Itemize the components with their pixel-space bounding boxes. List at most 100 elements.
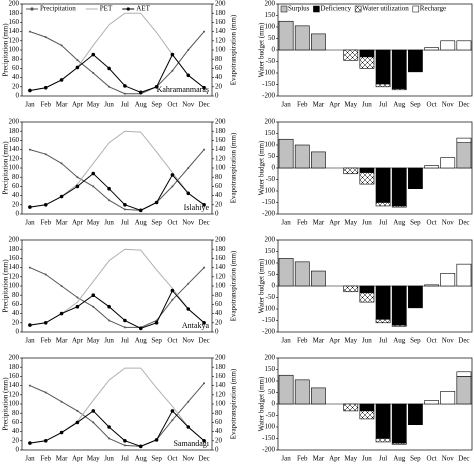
point: [170, 288, 175, 293]
x-tick-label: Oct: [167, 455, 177, 463]
y2-tick-label: 180: [215, 245, 226, 253]
point: [187, 167, 190, 169]
y2-axis-label: Evapotranspiration (mm): [230, 14, 238, 85]
y2-tick-label: 200: [215, 354, 226, 362]
series-line: [29, 410, 205, 447]
y-tick-label: 40: [12, 309, 20, 317]
legend-marker: [126, 7, 130, 11]
y-tick-label: 120: [9, 390, 20, 398]
point: [202, 439, 206, 443]
bar: [343, 403, 359, 412]
point: [75, 65, 80, 70]
series-line: [29, 289, 205, 329]
y-tick-label: 200: [9, 118, 20, 126]
point: [92, 421, 95, 424]
x-tick-label: Feb: [41, 455, 52, 463]
point: [28, 384, 31, 387]
y-tick-label: 20: [12, 200, 20, 208]
bar: [456, 142, 472, 169]
x-tick-label: Oct: [427, 219, 437, 227]
y2-tick-label: 0: [215, 328, 219, 336]
x-tick-label: May: [344, 337, 357, 345]
bar: [375, 319, 391, 324]
point: [108, 319, 111, 322]
y2-tick-label: 200: [215, 236, 226, 244]
point: [123, 318, 127, 323]
bar: [375, 285, 391, 320]
x-tick-label: Jun: [104, 455, 114, 463]
point: [92, 72, 95, 74]
y-tick-label: 60: [12, 418, 20, 426]
plot-frame: [21, 121, 213, 215]
y-axis-label: Water budget (mm): [258, 258, 266, 313]
station-name: Antakya: [182, 321, 210, 330]
x-tick-label: Oct: [427, 455, 437, 463]
bar: [359, 285, 375, 294]
point: [170, 409, 175, 413]
x-tick-label: Feb: [297, 101, 308, 109]
x-tick-label: Mar: [56, 101, 68, 109]
y-axis-label: Precipitation (mm): [2, 259, 10, 313]
y-tick-label: 160: [9, 136, 20, 144]
y2-tick-label: 40: [215, 427, 223, 435]
point: [43, 439, 48, 443]
x-tick-label: Feb: [297, 337, 308, 345]
y2-axis-label: Evapotranspiration (mm): [230, 368, 238, 439]
x-tick-label: Jun: [104, 337, 114, 345]
point: [107, 304, 111, 309]
y2-tick-label: 160: [215, 372, 226, 380]
bar: [359, 56, 375, 69]
point: [43, 203, 48, 207]
plot-frame: [21, 357, 213, 451]
y2-tick-label: 140: [215, 381, 226, 389]
bar: [375, 83, 391, 88]
y2-tick-label: 60: [215, 300, 223, 308]
y-tick-label: 180: [9, 363, 20, 371]
x-tick-label: Aug: [135, 455, 148, 463]
station-name: Kahramanmaraş: [157, 85, 209, 94]
x-tick-label: Apr: [329, 219, 341, 227]
point: [154, 200, 159, 205]
bar: [311, 270, 326, 287]
point: [59, 430, 64, 435]
y-tick-label: 50: [268, 270, 276, 278]
y-tick-label: 80: [12, 173, 20, 181]
bar: [294, 379, 310, 405]
y2-tick-label: 20: [215, 318, 223, 326]
point: [107, 425, 111, 429]
legend-label: Deficiency: [320, 5, 351, 13]
x-tick-label: Jun: [104, 101, 114, 109]
y2-tick-label: 100: [215, 46, 226, 54]
y-axis-label: Water budget (mm): [258, 376, 266, 431]
bar: [375, 167, 391, 203]
point: [123, 444, 126, 447]
y2-tick-label: 200: [215, 0, 226, 8]
y-tick-label: 120: [9, 36, 20, 44]
bar: [375, 49, 391, 85]
y-tick-label: -200: [262, 446, 275, 454]
bar: [359, 172, 375, 185]
x-tick-label: Jan: [25, 219, 35, 227]
y2-tick-label: 160: [215, 18, 226, 26]
x-tick-label: Dec: [458, 101, 469, 109]
point: [91, 409, 96, 413]
y2-tick-label: 20: [215, 200, 223, 208]
bar: [359, 167, 375, 173]
x-tick-label: Jan: [281, 101, 291, 109]
y-tick-label: 0: [16, 210, 20, 218]
y-tick-label: -50: [266, 175, 276, 183]
y-tick-label: 150: [265, 247, 276, 255]
bar: [278, 20, 294, 51]
series-line: [29, 130, 205, 208]
y2-tick-label: 180: [215, 127, 226, 135]
point: [123, 92, 126, 95]
point: [60, 400, 63, 403]
point: [202, 203, 206, 207]
point: [44, 391, 47, 394]
y-tick-label: 50: [268, 34, 276, 42]
x-tick-label: Aug: [135, 219, 148, 227]
x-tick-label: May: [87, 219, 100, 227]
x-tick-label: Sep: [151, 455, 162, 463]
y-tick-label: 0: [272, 282, 276, 290]
